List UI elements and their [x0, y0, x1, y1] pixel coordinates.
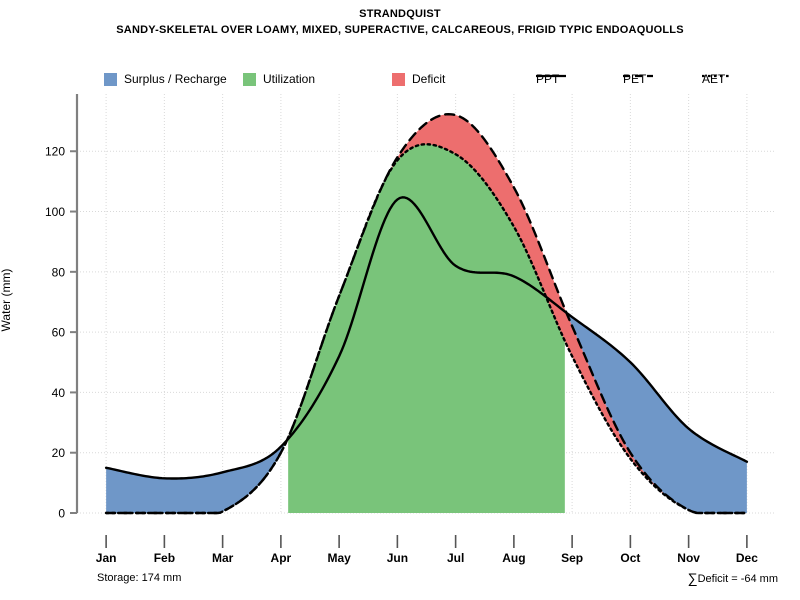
legend-line-icon [536, 74, 566, 78]
y-tick-label: 100 [45, 205, 65, 219]
y-tick-label: 80 [52, 265, 66, 279]
legend-swatch-icon [104, 72, 117, 86]
chart-title-block: STRANDQUIST SANDY-SKELETAL OVER LOAMY, M… [0, 6, 800, 38]
legend-label: Surplus / Recharge [124, 72, 227, 86]
x-tick-label: Mar [212, 551, 234, 565]
x-tick-label: Oct [620, 551, 640, 565]
y-tick-label: 40 [52, 386, 66, 400]
legend-item-aet: AET [702, 70, 732, 88]
y-tick-label: 20 [52, 446, 66, 460]
deficit-annotation-text: Deficit = -64 mm [697, 573, 778, 585]
legend-item-pet: PET [623, 70, 653, 88]
legend-item-deficit: Deficit [392, 70, 445, 88]
x-tick-label: Jun [387, 551, 408, 565]
chart-series [104, 113, 749, 515]
legend-item-ppt: PPT [536, 70, 566, 88]
y-tick-label: 60 [52, 326, 66, 340]
chart-subtitle: SANDY-SKELETAL OVER LOAMY, MIXED, SUPERA… [116, 24, 684, 36]
legend-label: Utilization [263, 72, 316, 86]
storage-annotation: Storage: 174 mm [97, 572, 182, 584]
x-tick-label: Apr [271, 551, 292, 565]
legend-swatch-icon [392, 72, 405, 86]
chart-bands [106, 114, 747, 513]
page-title: STRANDQUIST [359, 8, 441, 20]
axes: 0 20 40 60 80 100 120 Jan Feb Mar Apr May Jun Jul Aug S… [45, 94, 758, 565]
series-line-ppt [104, 196, 749, 480]
legend-label: AET [702, 72, 726, 86]
series-line-aet [104, 143, 749, 515]
legend-swatch-icon [243, 72, 256, 86]
x-tick-label: Nov [677, 551, 700, 565]
legend-line-icon [702, 74, 732, 78]
band-surplus [106, 441, 286, 513]
x-tick-label: Dec [736, 551, 758, 565]
x-tick-label: Sep [561, 551, 583, 565]
legend-line-icon [623, 74, 653, 78]
y-tick-label: 120 [45, 145, 65, 159]
band-deficit [387, 114, 679, 505]
x-tick-label: Jul [447, 551, 464, 565]
series-line-pet [104, 113, 749, 515]
legend-label: Deficit [412, 72, 446, 86]
x-tick-label: Feb [154, 551, 175, 565]
legend-item-utilization: Utilization [243, 70, 315, 88]
x-tick-label: Jan [96, 551, 117, 565]
deficit-annotation: ∑Deficit = -64 mm [688, 570, 778, 586]
band-utilization [288, 144, 565, 513]
band-surplus [567, 313, 747, 513]
chart-legend: Surplus / Recharge Utilization Deficit PPT P… [0, 70, 800, 88]
y-tick-label: 0 [58, 507, 65, 521]
legend-item-surplus-recharge: Surplus / Recharge [104, 70, 227, 88]
x-tick-label: Aug [502, 551, 525, 565]
x-tick-label: May [327, 551, 351, 565]
sigma-icon: ∑ [687, 570, 698, 586]
